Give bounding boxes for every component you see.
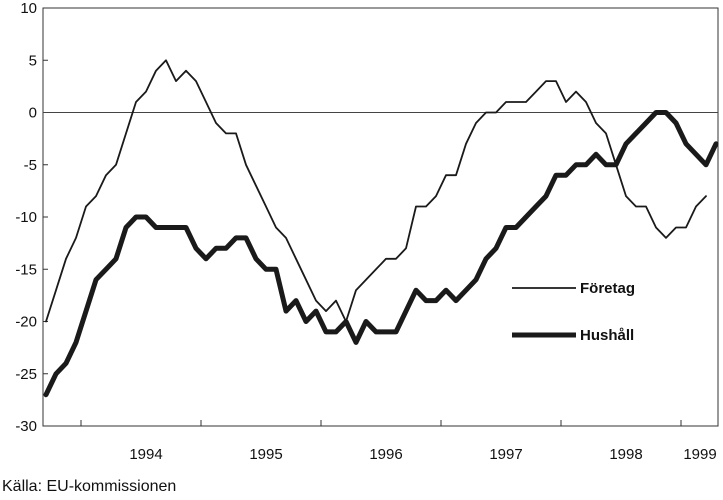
y-tick-label: -5 — [24, 157, 37, 174]
y-tick-label: -20 — [15, 314, 37, 331]
x-tick-label: 1995 — [249, 446, 282, 463]
y-tick-label: -10 — [15, 209, 37, 226]
plot-frame — [42, 7, 719, 427]
y-tick-label: -30 — [15, 418, 37, 435]
y-tick-label: 10 — [20, 0, 37, 17]
x-tick-label: 1998 — [609, 446, 642, 463]
legend-label: Företag — [580, 280, 635, 297]
x-tick-label: 1999 — [683, 446, 716, 463]
y-tick-label: 5 — [29, 52, 37, 69]
x-axis-ticks: 1994 1995 1996 1997 1998 1999 — [80, 420, 717, 463]
source-note: Källa: EU-kommissionen — [2, 478, 177, 495]
y-axis-ticks: 10 5 0 -5 -10 -15 -20 -25 -30 — [15, 0, 48, 435]
series-line-hushall — [43, 110, 719, 398]
y-tick-label: -25 — [15, 366, 37, 383]
x-tick-label: 1997 — [489, 446, 522, 463]
legend: Företag Hushåll — [512, 280, 635, 344]
series-line-foretag — [45, 59, 707, 323]
series-lines — [43, 59, 719, 398]
y-tick-label: -15 — [15, 261, 37, 278]
y-tick-label: 0 — [29, 105, 37, 122]
legend-label: Hushåll — [580, 327, 634, 344]
x-tick-label: 1994 — [129, 446, 162, 463]
x-tick-label: 1996 — [369, 446, 402, 463]
